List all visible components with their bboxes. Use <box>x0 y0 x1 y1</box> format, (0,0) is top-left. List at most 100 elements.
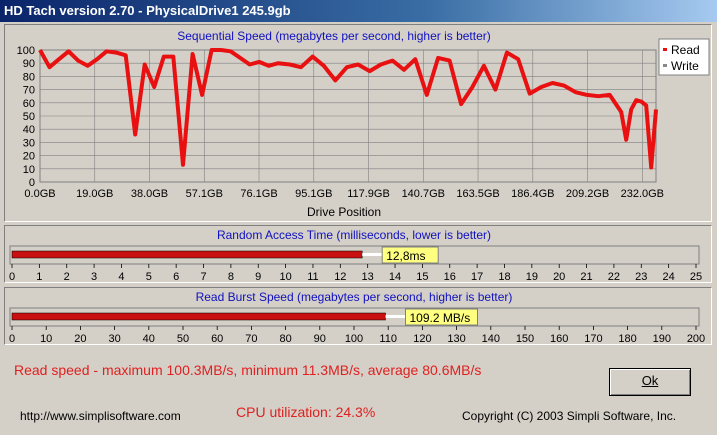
legend-write-label: Write <box>671 59 699 73</box>
sequential-speed-panel: Sequential Speed (megabytes per second, … <box>4 24 712 222</box>
x-tick-label: 19.0GB <box>76 188 113 200</box>
tick-label: 110 <box>379 333 397 344</box>
tick-label: 13 <box>362 271 374 282</box>
y-tick-label: 0 <box>29 177 35 189</box>
tick-label: 200 <box>687 333 705 344</box>
burst-speed-ticks: 0 10 20 30 40 50 60 70 80 90 100 110 120 130 140 150 160… <box>9 326 705 344</box>
y-tick-label: 90 <box>23 58 35 70</box>
chart-title: Sequential Speed (megabytes per second, … <box>177 29 491 43</box>
y-tick-label: 70 <box>23 85 35 97</box>
tick-label: 30 <box>108 333 120 344</box>
tick-label: 0 <box>9 333 15 344</box>
x-tick-label: 57.1GB <box>186 188 223 200</box>
x-axis-ticks: 0.0GB 19.0GB 38.0GB 57.1GB 76.1GB 95.1GB 117.9… <box>24 188 664 200</box>
legend-read-label: Read <box>671 43 700 57</box>
tick-label: 22 <box>608 271 620 282</box>
tick-label: 7 <box>200 271 206 282</box>
burst-speed-chart: Read Burst Speed (megabytes per second, … <box>9 290 705 344</box>
tick-label: 17 <box>471 271 483 282</box>
random-access-title: Random Access Time (milliseconds, lower … <box>217 228 491 242</box>
random-access-bar-tail <box>362 253 383 256</box>
tick-label: 10 <box>279 271 291 282</box>
legend-box <box>658 38 710 76</box>
tick-label: 14 <box>389 271 401 282</box>
tick-label: 70 <box>245 333 257 344</box>
burst-speed-value-box <box>405 308 478 326</box>
burst-speed-bar-tail <box>385 315 406 318</box>
y-tick-label: 10 <box>23 164 35 176</box>
x-tick-label: 76.1GB <box>240 188 277 200</box>
random-access-value: 12,8ms <box>386 249 425 263</box>
tick-label: 8 <box>228 271 234 282</box>
x-axis-label: Drive Position <box>307 205 381 219</box>
x-tick-label: 0.0GB <box>24 188 55 200</box>
tick-label: 60 <box>211 333 223 344</box>
x-tick-label: 117.9GB <box>347 188 390 200</box>
tick-label: 5 <box>146 271 152 282</box>
read-series-line <box>38 48 658 170</box>
x-tick-label: 140.7GB <box>402 188 445 200</box>
tick-label: 21 <box>580 271 592 282</box>
tick-label: 180 <box>618 333 636 344</box>
tick-label: 18 <box>498 271 510 282</box>
tick-label: 1 <box>36 271 42 282</box>
tick-label: 24 <box>663 271 675 282</box>
sequential-speed-chart: Sequential Speed (megabytes per second, … <box>17 29 710 219</box>
burst-speed-bar <box>11 312 386 321</box>
x-tick-label: 186.4GB <box>511 188 554 200</box>
y-tick-label: 20 <box>23 151 35 163</box>
y-tick-label: 50 <box>23 111 35 123</box>
legend-read-swatch <box>663 48 667 51</box>
tick-label: 19 <box>526 271 538 282</box>
tick-label: 160 <box>550 333 568 344</box>
x-tick-label: 209.2GB <box>566 188 609 200</box>
tick-label: 190 <box>653 333 671 344</box>
tick-label: 140 <box>482 333 500 344</box>
copyright: Copyright (C) 2003 Simpli Software, Inc. <box>462 409 677 423</box>
y-tick-label: 100 <box>17 45 35 57</box>
tick-label: 150 <box>516 333 534 344</box>
window-title: HD Tach version 2.70 - PhysicalDrive1 24… <box>4 3 291 18</box>
x-tick-label: 232.0GB <box>621 188 664 200</box>
random-access-panel: Random Access Time (milliseconds, lower … <box>4 225 712 283</box>
tick-label: 170 <box>584 333 602 344</box>
tick-label: 20 <box>74 333 86 344</box>
tick-label: 9 <box>255 271 261 282</box>
tick-label: 0 <box>9 271 15 282</box>
x-tick-label: 163.5GB <box>456 188 499 200</box>
tick-label: 23 <box>635 271 647 282</box>
random-access-bar <box>11 250 363 259</box>
tick-label: 90 <box>314 333 326 344</box>
tick-label: 50 <box>177 333 189 344</box>
tick-label: 11 <box>307 271 318 282</box>
tick-label: 12 <box>334 271 346 282</box>
website-url: http://www.simplisoftware.com <box>20 409 181 423</box>
burst-speed-value: 109.2 MB/s <box>410 311 471 325</box>
x-tick-label: 38.0GB <box>131 188 168 200</box>
legend-write-swatch <box>663 64 667 67</box>
tick-label: 4 <box>118 271 124 282</box>
tick-label: 3 <box>91 271 97 282</box>
random-access-ticks: 0 1 2 3 4 5 6 7 8 9 10 11 12 13 14 15 16 17 18 19 20 21 22 23 24… <box>9 264 702 282</box>
burst-speed-panel: Read Burst Speed (megabytes per second, … <box>4 287 712 345</box>
y-tick-label: 40 <box>23 124 35 136</box>
tick-label: 10 <box>40 333 52 344</box>
random-access-value-box <box>381 246 439 264</box>
tick-label: 20 <box>553 271 565 282</box>
tick-label: 15 <box>416 271 428 282</box>
tick-label: 80 <box>279 333 291 344</box>
tick-label: 16 <box>444 271 456 282</box>
read-speed-summary: Read speed - maximum 100.3MB/s, minimum … <box>14 362 482 378</box>
tick-label: 25 <box>690 271 702 282</box>
tick-label: 130 <box>447 333 465 344</box>
tick-label: 120 <box>413 333 431 344</box>
ok-button[interactable]: Ok <box>609 368 691 396</box>
burst-speed-title: Read Burst Speed (megabytes per second, … <box>196 290 513 304</box>
y-tick-label: 30 <box>23 137 35 149</box>
tick-label: 40 <box>143 333 155 344</box>
tick-label: 100 <box>345 333 363 344</box>
random-access-chart: Random Access Time (milliseconds, lower … <box>9 228 702 282</box>
y-tick-label: 60 <box>23 98 35 110</box>
y-tick-label: 80 <box>23 71 35 83</box>
